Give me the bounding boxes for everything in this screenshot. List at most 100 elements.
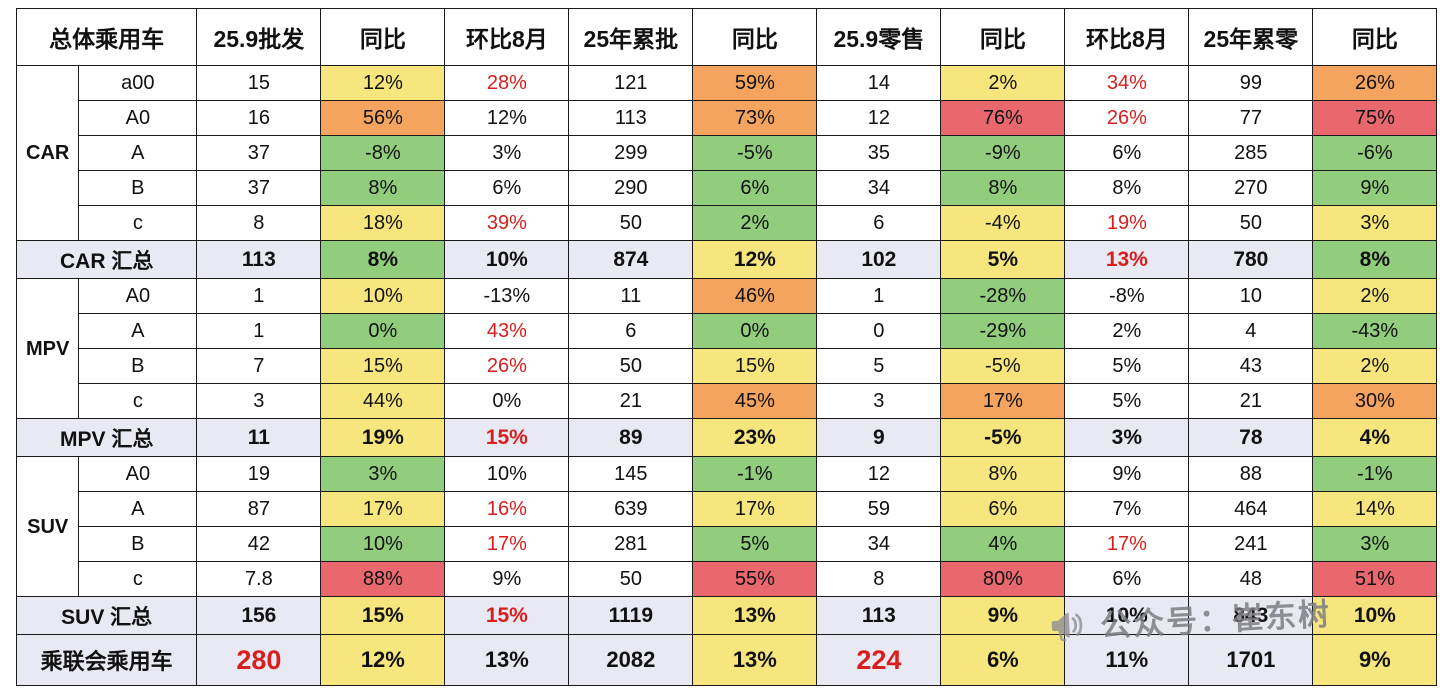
value-cell: 73% — [692, 100, 818, 136]
value-cell: 299 — [568, 135, 694, 171]
value-cell: -5% — [940, 418, 1066, 457]
value-cell: 15% — [444, 596, 570, 635]
value-cell: 2% — [1064, 313, 1190, 349]
header-cell: 25年累零 — [1188, 8, 1314, 66]
value-cell: -4% — [940, 205, 1066, 241]
header-cell: 25.9零售 — [816, 8, 942, 66]
value-cell: 145 — [568, 456, 694, 492]
data-row-car-a0: A0 16 56% 12% 113 73% 12 76% 26% 77 75% — [17, 100, 1438, 136]
value-cell: 4% — [940, 526, 1066, 562]
value-cell: 224 — [816, 634, 942, 686]
value-cell: 5% — [1064, 383, 1190, 419]
value-cell: 13% — [692, 634, 818, 686]
group-label-car: CAR — [15, 65, 80, 241]
value-cell: 10% — [444, 240, 570, 279]
value-cell: 13% — [444, 634, 570, 686]
data-row-mpv-c: c 3 44% 0% 21 45% 3 17% 5% 21 30% — [17, 383, 1438, 419]
value-cell: 1701 — [1188, 634, 1314, 686]
value-cell: -43% — [1312, 313, 1438, 349]
header-cell: 同比 — [692, 8, 818, 66]
value-cell: 6% — [692, 170, 818, 206]
value-cell: 26% — [1064, 100, 1190, 136]
value-cell: 87 — [196, 491, 322, 527]
value-cell: 9% — [444, 561, 570, 597]
value-cell: 8% — [1064, 170, 1190, 206]
value-cell: 77 — [1188, 100, 1314, 136]
value-cell: 281 — [568, 526, 694, 562]
value-cell: 113 — [196, 240, 322, 279]
value-cell: 9% — [1064, 456, 1190, 492]
value-cell: 48 — [1188, 561, 1314, 597]
total-row-mpv: MPV 汇总 11 19% 15% 89 23% 9 -5% 3% 78 4% — [15, 418, 1438, 457]
value-cell: 99 — [1188, 65, 1314, 101]
header-cell: 同比 — [320, 8, 446, 66]
value-cell: 9% — [1312, 170, 1438, 206]
value-cell: 3% — [444, 135, 570, 171]
value-cell: 37 — [196, 170, 322, 206]
passenger-car-sales-page: 总体乘用车 25.9批发 同比 环比8月 25年累批 同比 25.9零售 同比 环比8月 25年累… — [15, 8, 1438, 686]
segment-label: c — [78, 383, 198, 419]
value-cell: 15 — [196, 65, 322, 101]
value-cell: 156 — [196, 596, 322, 635]
value-cell: 21 — [568, 383, 694, 419]
value-cell: 121 — [568, 65, 694, 101]
passenger-car-sales-table: 总体乘用车 25.9批发 同比 环比8月 25年累批 同比 25.9零售 同比 环比8月 25年累… — [15, 8, 1438, 686]
data-row-mpv-b: B 7 15% 26% 50 15% 5 -5% 5% 43 2% — [17, 348, 1438, 384]
segment-label: A — [78, 491, 198, 527]
value-cell: 874 — [568, 240, 694, 279]
value-cell: 15% — [692, 348, 818, 384]
data-row-suv-c: c 7.8 88% 9% 50 55% 8 80% 6% 48 51% — [17, 561, 1438, 597]
value-cell: 6% — [940, 634, 1066, 686]
value-cell: 113 — [816, 596, 942, 635]
value-cell: 88 — [1188, 456, 1314, 492]
grand-total-label: 乘联会乘用车 — [15, 634, 198, 686]
value-cell: 2% — [692, 205, 818, 241]
value-cell: -8% — [1064, 278, 1190, 314]
value-cell: 30% — [1312, 383, 1438, 419]
value-cell: 55% — [692, 561, 818, 597]
value-cell: 11% — [1064, 634, 1190, 686]
value-cell: 6% — [444, 170, 570, 206]
value-cell: 241 — [1188, 526, 1314, 562]
value-cell: 9 — [816, 418, 942, 457]
value-cell: 50 — [568, 205, 694, 241]
value-cell: 17% — [692, 491, 818, 527]
value-cell: 14 — [816, 65, 942, 101]
value-cell: 23% — [692, 418, 818, 457]
value-cell: 59% — [692, 65, 818, 101]
data-row-suv-a: A 87 17% 16% 639 17% 59 6% 7% 464 14% — [17, 491, 1438, 527]
header-cell: 环比8月 — [444, 8, 570, 66]
value-cell: 15% — [444, 418, 570, 457]
total-row-car: CAR 汇总 113 8% 10% 874 12% 102 5% 13% 780 8% — [15, 240, 1438, 279]
value-cell: 780 — [1188, 240, 1314, 279]
total-label: MPV 汇总 — [15, 418, 198, 457]
value-cell: 12% — [444, 100, 570, 136]
value-cell: 42 — [196, 526, 322, 562]
value-cell: 6% — [940, 491, 1066, 527]
value-cell: 15% — [320, 596, 446, 635]
header-cell-title: 总体乘用车 — [15, 8, 198, 66]
data-row-car-a: A 37 -8% 3% 299 -5% 35 -9% 6% 285 -6% — [17, 135, 1438, 171]
value-cell: 50 — [568, 561, 694, 597]
value-cell: 102 — [816, 240, 942, 279]
value-cell: 56% — [320, 100, 446, 136]
value-cell: 15% — [320, 348, 446, 384]
grand-total-row: 乘联会乘用车 280 12% 13% 2082 13% 224 6% 11% 1701 9% — [15, 634, 1438, 686]
data-row-mpv-a0: MPV A0 1 10% -13% 11 46% 1 -28% -8% 10 2% — [15, 278, 1438, 419]
value-cell: 19% — [320, 418, 446, 457]
value-cell: 464 — [1188, 491, 1314, 527]
data-row-car-c: c 8 18% 39% 50 2% 6 -4% 19% 50 3% — [17, 205, 1438, 241]
value-cell: -1% — [692, 456, 818, 492]
value-cell: 270 — [1188, 170, 1314, 206]
value-cell: 1119 — [568, 596, 694, 635]
value-cell: 5% — [692, 526, 818, 562]
segment-label: A0 — [78, 278, 198, 314]
value-cell: 12 — [816, 100, 942, 136]
value-cell: 34 — [816, 526, 942, 562]
value-cell: 19 — [196, 456, 322, 492]
value-cell: 10% — [1064, 596, 1190, 635]
data-row-suv-a0: SUV A0 19 3% 10% 145 -1% 12 8% 9% 88 -1% — [15, 456, 1438, 597]
value-cell: 1 — [196, 313, 322, 349]
value-cell: 8% — [940, 456, 1066, 492]
value-cell: -5% — [692, 135, 818, 171]
